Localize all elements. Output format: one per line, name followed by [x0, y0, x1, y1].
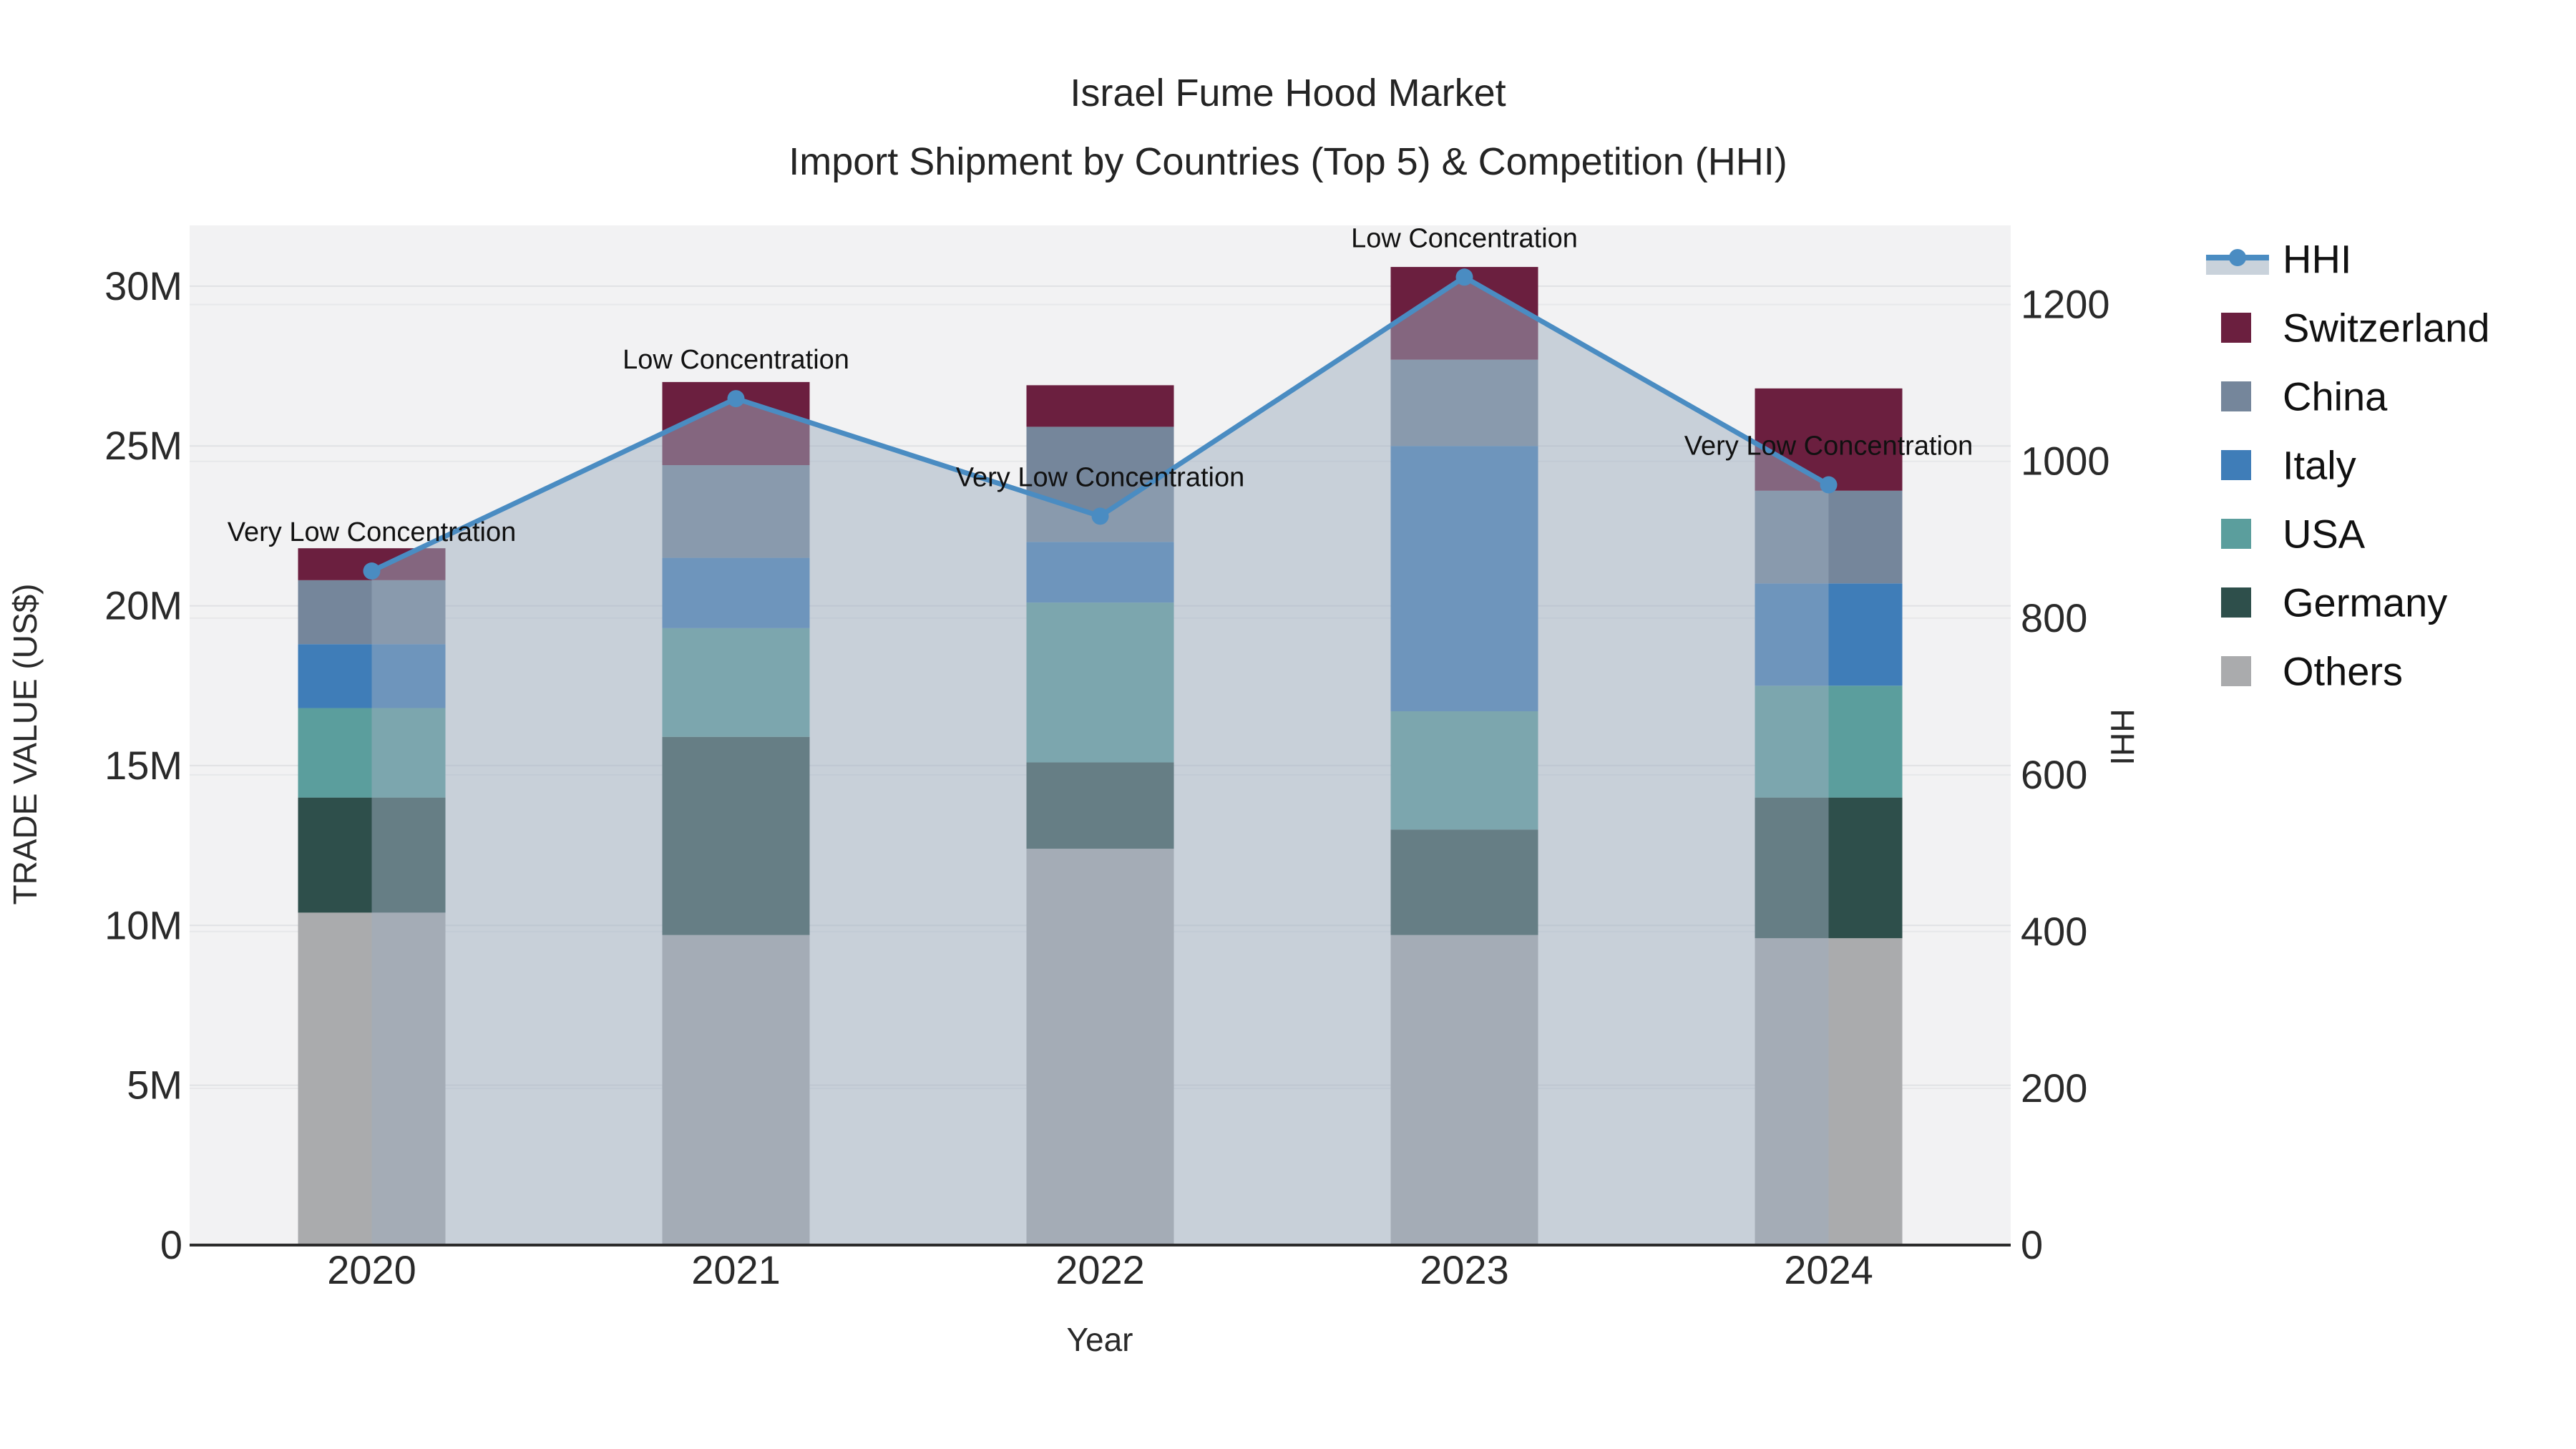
legend-label: Others: [2283, 648, 2404, 694]
hhi-marker-2022[interactable]: [1091, 507, 1109, 525]
legend-swatch-usa: [2221, 519, 2251, 549]
legend-swatch-italy: [2221, 450, 2251, 480]
legend-swatch-china: [2221, 381, 2251, 411]
y-left-tick-label: 25M: [104, 423, 182, 468]
x-tick-label: 2023: [1420, 1247, 1509, 1292]
legend-item-hhi[interactable]: HHI: [2198, 225, 2570, 293]
annotation-2021: Low Concentration: [623, 345, 849, 375]
y-right-tick-label: 0: [2021, 1222, 2043, 1267]
y-right-tick-label: 400: [2021, 909, 2087, 954]
legend-label: Switzerland: [2283, 305, 2490, 351]
hhi-line-swatch-icon: [2206, 243, 2269, 275]
bar-segment-switzerland[interactable]: [1026, 385, 1174, 427]
y-left-tick-label: 30M: [104, 263, 182, 308]
legend-swatch-switzerland: [2221, 313, 2251, 343]
x-axis-title: Year: [1066, 1321, 1133, 1358]
legend-item-others[interactable]: Others: [2198, 637, 2570, 706]
legend-item-switzerland[interactable]: Switzerland: [2198, 293, 2570, 362]
annotation-2024: Very Low Concentration: [1684, 431, 1973, 462]
legend-item-germany[interactable]: Germany: [2198, 568, 2570, 637]
y-left-tick-label: 5M: [127, 1063, 182, 1108]
y-left-axis-title: TRADE VALUE (US$): [6, 583, 44, 905]
legend-label: China: [2283, 374, 2388, 419]
y-right-tick-label: 1200: [2021, 282, 2110, 327]
hhi-marker-2021[interactable]: [727, 390, 745, 408]
legend-label: Italy: [2283, 442, 2356, 488]
legend-item-usa[interactable]: USA: [2198, 499, 2570, 568]
hhi-marker-dot-icon: [2229, 249, 2246, 266]
y-left-tick-label: 20M: [104, 583, 182, 628]
hhi-marker-2020[interactable]: [363, 562, 381, 580]
legend-label: HHI: [2283, 236, 2352, 282]
legend-swatch-germany: [2221, 587, 2251, 618]
hhi-marker-2024[interactable]: [1820, 476, 1838, 494]
y-left-tick-label: 0: [160, 1222, 182, 1267]
x-tick-label: 2024: [1784, 1247, 1873, 1292]
y-right-axis-title: HHI: [2104, 708, 2141, 766]
y-right-tick-label: 1000: [2021, 439, 2110, 484]
annotation-2020: Very Low Concentration: [228, 517, 516, 547]
legend-label: Germany: [2283, 580, 2448, 625]
legend-label: USA: [2283, 511, 2366, 557]
hhi-marker-2023[interactable]: [1455, 268, 1473, 286]
chart-title-line-1: Israel Fume Hood Market: [1070, 72, 1506, 114]
x-tick-label: 2020: [327, 1247, 416, 1292]
y-right-tick-label: 800: [2021, 595, 2087, 640]
x-tick-label: 2021: [691, 1247, 781, 1292]
legend-swatch-others: [2221, 656, 2251, 686]
y-left-tick-label: 10M: [104, 902, 182, 947]
y-left-tick-label: 15M: [104, 743, 182, 788]
y-right-tick-label: 600: [2021, 752, 2087, 797]
legend-item-italy[interactable]: Italy: [2198, 431, 2570, 499]
annotation-2022: Very Low Concentration: [956, 462, 1244, 492]
hhi-area-fill: [371, 277, 1829, 1246]
annotation-2023: Low Concentration: [1351, 223, 1578, 253]
legend-item-china[interactable]: China: [2198, 362, 2570, 431]
y-right-tick-label: 200: [2021, 1065, 2087, 1111]
chart-title-line-2: Import Shipment by Countries (Top 5) & C…: [789, 140, 1787, 183]
x-tick-label: 2022: [1055, 1247, 1145, 1292]
